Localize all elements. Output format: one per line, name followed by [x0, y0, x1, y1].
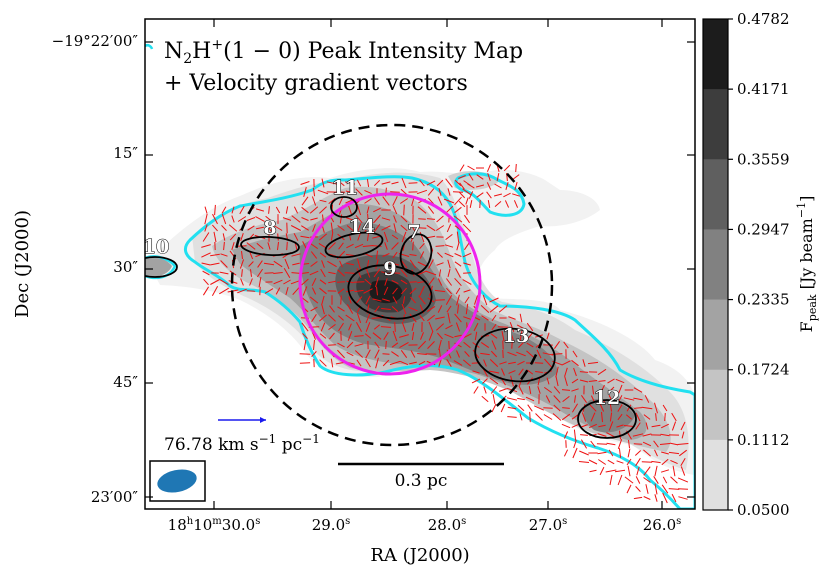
gradient-vector [265, 273, 274, 274]
core-label-9: 9 [383, 258, 396, 280]
core-label-14: 14 [349, 216, 375, 238]
colorbar-tick-label: 0.1724 [737, 361, 790, 379]
gradient-vector [300, 354, 311, 355]
x-axis-label: RA (J2000) [370, 545, 469, 566]
scale-bar-label: 0.3 pc [395, 471, 448, 491]
colorbar-tick-label: 0.0500 [737, 501, 790, 519]
colorbar-tick-label: 0.2335 [737, 291, 790, 309]
gradient-vector [463, 273, 471, 274]
core-label-12: 12 [594, 387, 620, 409]
colorbar-band [703, 300, 728, 371]
reference-vector-label: 76.78 km s−1 pc−1 [164, 432, 320, 455]
gradient-vector [678, 489, 688, 490]
colorbar-tick-label: 0.4782 [737, 10, 790, 28]
colorbar-tick-label: 0.2947 [737, 220, 790, 238]
gradient-vector [404, 205, 405, 216]
colorbar-ticks: 0.4782 0.4171 0.3559 0.2947 0.2335 0.1724 0.11… [728, 10, 790, 519]
core-label-11: 11 [332, 177, 358, 199]
gradient-vector [435, 300, 445, 301]
gradient-vector [418, 219, 426, 220]
x-tick-label: 28.0s [428, 516, 467, 534]
colorbar-label: Fpeak [Jy beam−1] [795, 196, 819, 333]
gradient-vector [247, 291, 255, 292]
colorbar-band [703, 370, 728, 441]
x-tick-labels: 18h10m30.0s 29.0s 28.0s 27.0s 26.0s [168, 516, 682, 534]
y-tick-label: 45″ [113, 373, 138, 391]
colorbar-band [703, 229, 728, 300]
x-tick-label: 26.0s [643, 516, 682, 534]
gradient-vector [516, 164, 517, 172]
y-tick-label: 23′00″ [91, 488, 139, 506]
gradient-vector [642, 462, 652, 463]
colorbar-tick-label: 0.4171 [737, 80, 790, 98]
colorbar [703, 19, 728, 511]
y-tick-labels: −19°22′00″ 15″ 30″ 45″ 23′00″ [52, 32, 139, 506]
core-label-10: 10 [143, 236, 169, 258]
title-line-2: + Velocity gradient vectors [164, 71, 468, 96]
colorbar-band [703, 89, 728, 160]
colorbar-band [703, 159, 728, 230]
core-label-13: 13 [503, 325, 529, 347]
gradient-vector [337, 282, 345, 283]
core-label-7: 7 [407, 221, 420, 243]
gradient-vector [530, 412, 531, 422]
colorbar-tick-label: 0.3559 [737, 150, 790, 168]
gradient-vector [287, 242, 288, 250]
y-axis-label: Dec (J2000) [12, 210, 33, 318]
gradient-vector [543, 408, 552, 409]
x-tick-label: 27.0s [529, 516, 568, 534]
core-label-8: 8 [263, 217, 276, 239]
gradient-vector [386, 341, 387, 349]
y-tick-label: −19°22′00″ [52, 32, 139, 50]
x-tick-label: 18h10m30.0s [168, 516, 261, 534]
x-tick-label: 29.0s [312, 516, 351, 534]
gradient-vector [665, 413, 666, 421]
gradient-vector [395, 322, 396, 332]
y-tick-label: 30″ [113, 258, 138, 276]
colorbar-band [703, 440, 728, 511]
y-tick-label: 15″ [113, 144, 138, 162]
gradient-vector [341, 296, 342, 305]
gradient-vector [409, 282, 416, 283]
colorbar-tick-label: 0.1112 [737, 431, 790, 449]
colorbar-band [703, 19, 728, 90]
